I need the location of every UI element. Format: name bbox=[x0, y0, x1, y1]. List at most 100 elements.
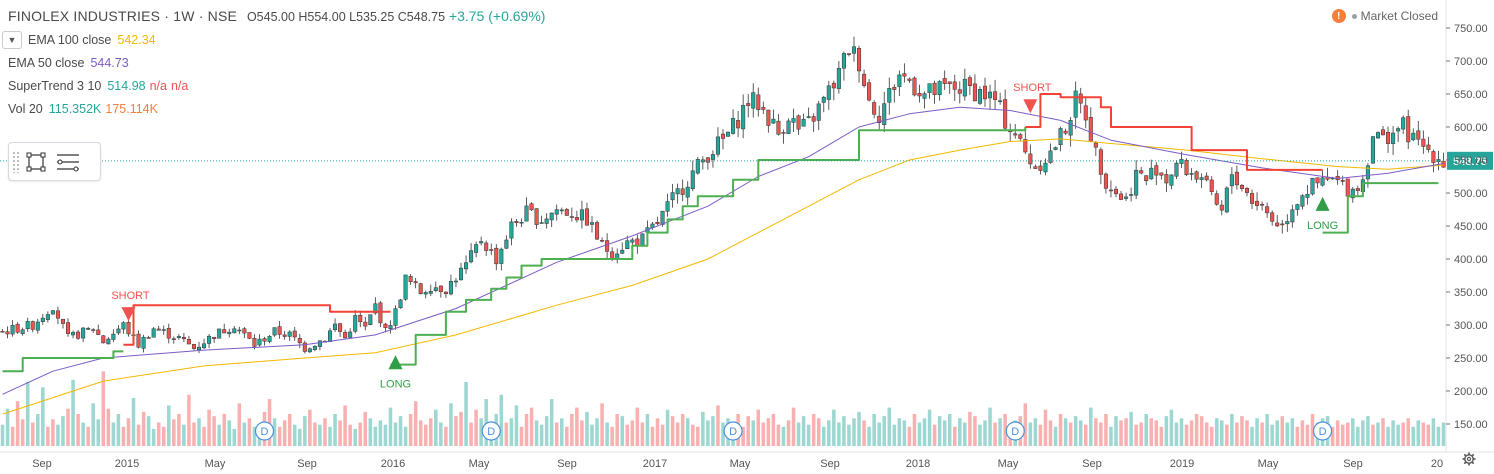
candle bbox=[1265, 202, 1270, 218]
volume-bar bbox=[907, 426, 912, 446]
volume-bar bbox=[383, 424, 388, 446]
candle bbox=[897, 70, 902, 97]
candle bbox=[851, 36, 857, 62]
volume-bar bbox=[1381, 418, 1385, 446]
candle bbox=[726, 131, 731, 137]
candle-body bbox=[1144, 175, 1149, 182]
candle-body bbox=[76, 331, 81, 339]
volume-bar bbox=[595, 418, 599, 446]
candle-body bbox=[731, 118, 736, 134]
x-tick-label: 2016 bbox=[381, 458, 405, 470]
market-status[interactable]: ! Market Closed bbox=[1331, 9, 1438, 23]
candle bbox=[615, 248, 620, 264]
volume-bar bbox=[620, 416, 624, 446]
candle bbox=[292, 326, 297, 341]
collapse-legend-button[interactable]: ▼ bbox=[2, 31, 22, 49]
rectangle-tool-button[interactable] bbox=[20, 146, 52, 178]
candle-body bbox=[327, 330, 333, 342]
volume-bar bbox=[635, 407, 640, 446]
candle-body bbox=[499, 248, 504, 264]
candle-body bbox=[166, 327, 171, 339]
volume-bar bbox=[937, 416, 942, 446]
candle bbox=[781, 129, 786, 144]
candle bbox=[1028, 144, 1033, 169]
candle-body bbox=[776, 120, 781, 135]
volume-bar bbox=[761, 422, 766, 446]
long-signal-arrow bbox=[388, 355, 403, 370]
candle bbox=[821, 95, 826, 113]
volume-bar bbox=[111, 422, 116, 446]
candle-body bbox=[1386, 132, 1391, 144]
candle bbox=[1370, 135, 1375, 164]
candle-body bbox=[1270, 212, 1275, 222]
candle bbox=[574, 210, 579, 223]
candle-body bbox=[1340, 179, 1345, 182]
candle bbox=[111, 329, 116, 343]
candle bbox=[141, 334, 146, 353]
candle bbox=[1381, 125, 1386, 136]
drag-handle-icon[interactable] bbox=[12, 150, 20, 173]
x-tick-label: Sep bbox=[820, 458, 840, 470]
volume-bar bbox=[25, 382, 30, 446]
candle bbox=[1219, 200, 1224, 216]
candle-body bbox=[302, 342, 307, 352]
volume-bar bbox=[308, 409, 312, 446]
candle bbox=[151, 326, 156, 338]
volume-bar bbox=[978, 424, 982, 446]
candle-body bbox=[252, 338, 257, 347]
volume-bar bbox=[1280, 416, 1285, 446]
volume-bar bbox=[116, 414, 121, 446]
candle-body bbox=[1053, 147, 1058, 150]
volume-bar bbox=[86, 426, 90, 446]
candle bbox=[1305, 185, 1310, 205]
volume-bar bbox=[423, 424, 428, 446]
candle bbox=[1285, 214, 1290, 232]
candle-body bbox=[771, 118, 776, 124]
candle bbox=[554, 204, 559, 221]
indicator-volume[interactable]: Vol 20 115.352K 175.114K bbox=[8, 99, 545, 119]
candle-body bbox=[957, 89, 962, 94]
candle bbox=[343, 329, 348, 339]
candle-body bbox=[897, 74, 902, 87]
candle-body bbox=[998, 100, 1003, 102]
ema100-label: EMA 100 close bbox=[28, 33, 112, 47]
candle-body bbox=[388, 325, 393, 329]
candle bbox=[932, 80, 937, 104]
candle-body bbox=[494, 247, 499, 265]
lines-tool-button[interactable] bbox=[52, 146, 84, 178]
candle bbox=[237, 326, 242, 335]
volume-bar bbox=[328, 426, 332, 446]
volume-bar bbox=[167, 405, 171, 446]
volume-bar bbox=[156, 422, 161, 446]
x-tick-label: Sep bbox=[297, 458, 317, 470]
candle bbox=[1214, 190, 1219, 206]
candle-body bbox=[1113, 188, 1119, 195]
volume-bar bbox=[499, 394, 504, 446]
volume-bar bbox=[691, 424, 695, 446]
candle bbox=[191, 343, 196, 352]
candle bbox=[398, 298, 403, 309]
indicator-supertrend[interactable]: SuperTrend 3 10 514.98 n/a n/a bbox=[8, 76, 545, 96]
candle bbox=[1083, 96, 1088, 129]
candle-body bbox=[595, 222, 600, 240]
candle bbox=[741, 94, 746, 139]
volume-bar bbox=[1356, 426, 1360, 446]
volume-bar bbox=[1028, 422, 1033, 446]
volume-bar bbox=[615, 414, 619, 446]
gear-icon[interactable] bbox=[1462, 452, 1476, 466]
candle-body bbox=[1401, 117, 1406, 130]
indicator-ema100[interactable]: ▼ EMA 100 close 542.34 bbox=[2, 30, 545, 50]
candle-body bbox=[1229, 174, 1234, 187]
candle-body bbox=[761, 107, 766, 110]
volume-bar bbox=[252, 426, 257, 446]
candle-body bbox=[841, 53, 846, 69]
volume-bar bbox=[348, 424, 352, 446]
indicator-ema50[interactable]: EMA 50 close 544.73 bbox=[8, 53, 545, 73]
candle-body bbox=[1290, 209, 1295, 223]
volume-bar bbox=[1058, 414, 1063, 446]
volume-bar bbox=[852, 418, 856, 446]
candle-body bbox=[363, 321, 368, 327]
candle-body bbox=[86, 328, 91, 330]
candle-body bbox=[1234, 171, 1239, 186]
